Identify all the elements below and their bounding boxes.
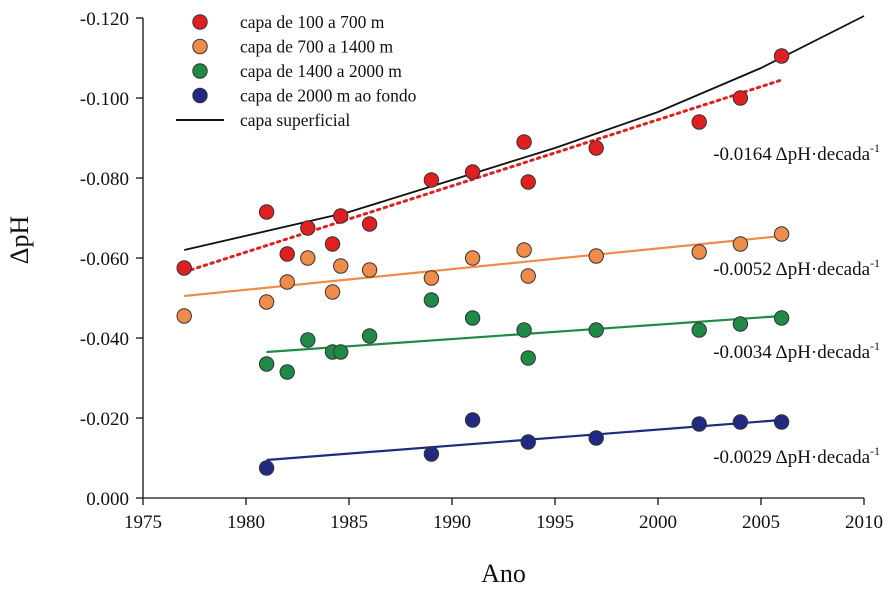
- data-point: [279, 246, 295, 262]
- data-point: [300, 332, 316, 348]
- x-tick-label: 1980: [227, 512, 265, 533]
- data-point: [300, 220, 316, 236]
- data-point: [176, 260, 192, 276]
- x-tick-label: 1985: [330, 512, 368, 533]
- data-point: [361, 216, 378, 232]
- y-axis-title: ΔpH: [5, 216, 34, 265]
- data-point: [361, 262, 378, 278]
- axes: 1975 1980 1985 1990 1995 2000 2005 2010 0.000 -0…: [80, 9, 883, 533]
- data-point: [258, 294, 275, 310]
- data-point: [258, 204, 275, 220]
- slope-annotation: -0.0164 ΔpH·decada-1: [713, 141, 880, 165]
- data-point: [516, 134, 532, 150]
- data-points: [176, 48, 790, 476]
- data-point: [516, 242, 532, 258]
- slope-annotation: -0.0034 ΔpH·decada-1: [713, 339, 880, 363]
- data-point: [279, 274, 295, 290]
- data-point: [516, 322, 532, 338]
- data-point: [333, 258, 349, 274]
- data-point: [773, 48, 790, 64]
- data-point: [588, 430, 604, 446]
- data-point: [361, 328, 378, 344]
- legend-label: capa de 1400 a 2000 m: [240, 61, 402, 81]
- data-point: [464, 310, 481, 326]
- data-point: [732, 236, 749, 252]
- legend-marker: [192, 87, 208, 104]
- y-tick-label: -0.020: [80, 409, 129, 430]
- data-point: [773, 226, 790, 242]
- data-point: [258, 460, 275, 476]
- data-point: [691, 114, 707, 130]
- data-point: [691, 322, 707, 338]
- data-point: [520, 174, 536, 190]
- legend-label: capa superficial: [240, 110, 350, 130]
- y-tick-label: 0.000: [86, 489, 129, 510]
- data-point: [464, 164, 481, 180]
- legend-label: capa de 100 a 700 m: [240, 12, 385, 32]
- data-point: [333, 208, 349, 224]
- legend: capa de 100 a 700 m capa de 700 a 1400 m c…: [176, 12, 417, 130]
- data-point: [333, 344, 349, 360]
- y-tick-label: -0.100: [80, 89, 129, 110]
- data-point: [423, 446, 440, 462]
- data-point: [588, 140, 604, 156]
- data-point: [520, 268, 536, 284]
- data-point: [324, 236, 341, 252]
- slope-annotations: -0.0164 ΔpH·decada-1 -0.0052 ΔpH·decada-1…: [713, 141, 880, 468]
- data-point: [423, 292, 440, 308]
- data-point: [588, 322, 604, 338]
- y-tick-label: -0.120: [80, 9, 129, 30]
- data-point: [279, 364, 295, 380]
- x-ticks: 1975 1980 1985 1990 1995 2000 2005 2010: [124, 498, 883, 533]
- legend-marker: [192, 14, 208, 30]
- y-ticks: 0.000 -0.020 -0.040 -0.060 -0.080 -0.100 -0.12…: [80, 9, 143, 510]
- slope-annotation: -0.0029 ΔpH·decada-1: [713, 444, 880, 468]
- data-point: [464, 412, 481, 428]
- legend-label: capa de 700 a 1400 m: [240, 37, 393, 57]
- data-point: [464, 250, 481, 266]
- y-tick-label: -0.060: [80, 249, 129, 270]
- x-tick-label: 1990: [433, 512, 471, 533]
- reference-line-surface: [183, 15, 865, 251]
- x-tick-label: 2010: [845, 512, 883, 533]
- x-tick-label: 2005: [742, 512, 780, 533]
- x-tick-label: 1995: [536, 512, 574, 533]
- data-point: [300, 250, 316, 266]
- slope-annotation: -0.0052 ΔpH·decada-1: [713, 256, 880, 280]
- data-point: [324, 284, 341, 300]
- data-point: [588, 248, 604, 264]
- legend-marker: [192, 63, 208, 79]
- x-axis-title: Ano: [481, 559, 526, 588]
- data-point: [423, 270, 440, 286]
- data-point: [520, 434, 536, 450]
- data-point: [691, 244, 707, 260]
- legend-marker: [192, 38, 208, 55]
- legend-label: capa de 2000 m ao fondo: [240, 86, 417, 106]
- x-tick-label: 2000: [639, 512, 677, 533]
- data-point: [691, 416, 707, 432]
- data-point: [520, 350, 536, 366]
- data-point: [176, 308, 192, 324]
- data-point: [423, 172, 440, 188]
- data-point: [732, 90, 749, 106]
- data-point: [773, 414, 790, 430]
- y-tick-label: -0.080: [80, 169, 129, 190]
- data-point: [732, 414, 749, 430]
- data-point: [258, 356, 275, 372]
- data-point: [773, 310, 790, 326]
- trend-line: [182, 78, 784, 274]
- y-tick-label: -0.040: [80, 329, 129, 350]
- x-tick-label: 1975: [124, 512, 162, 533]
- data-point: [732, 316, 749, 332]
- reference-curve: [183, 15, 865, 251]
